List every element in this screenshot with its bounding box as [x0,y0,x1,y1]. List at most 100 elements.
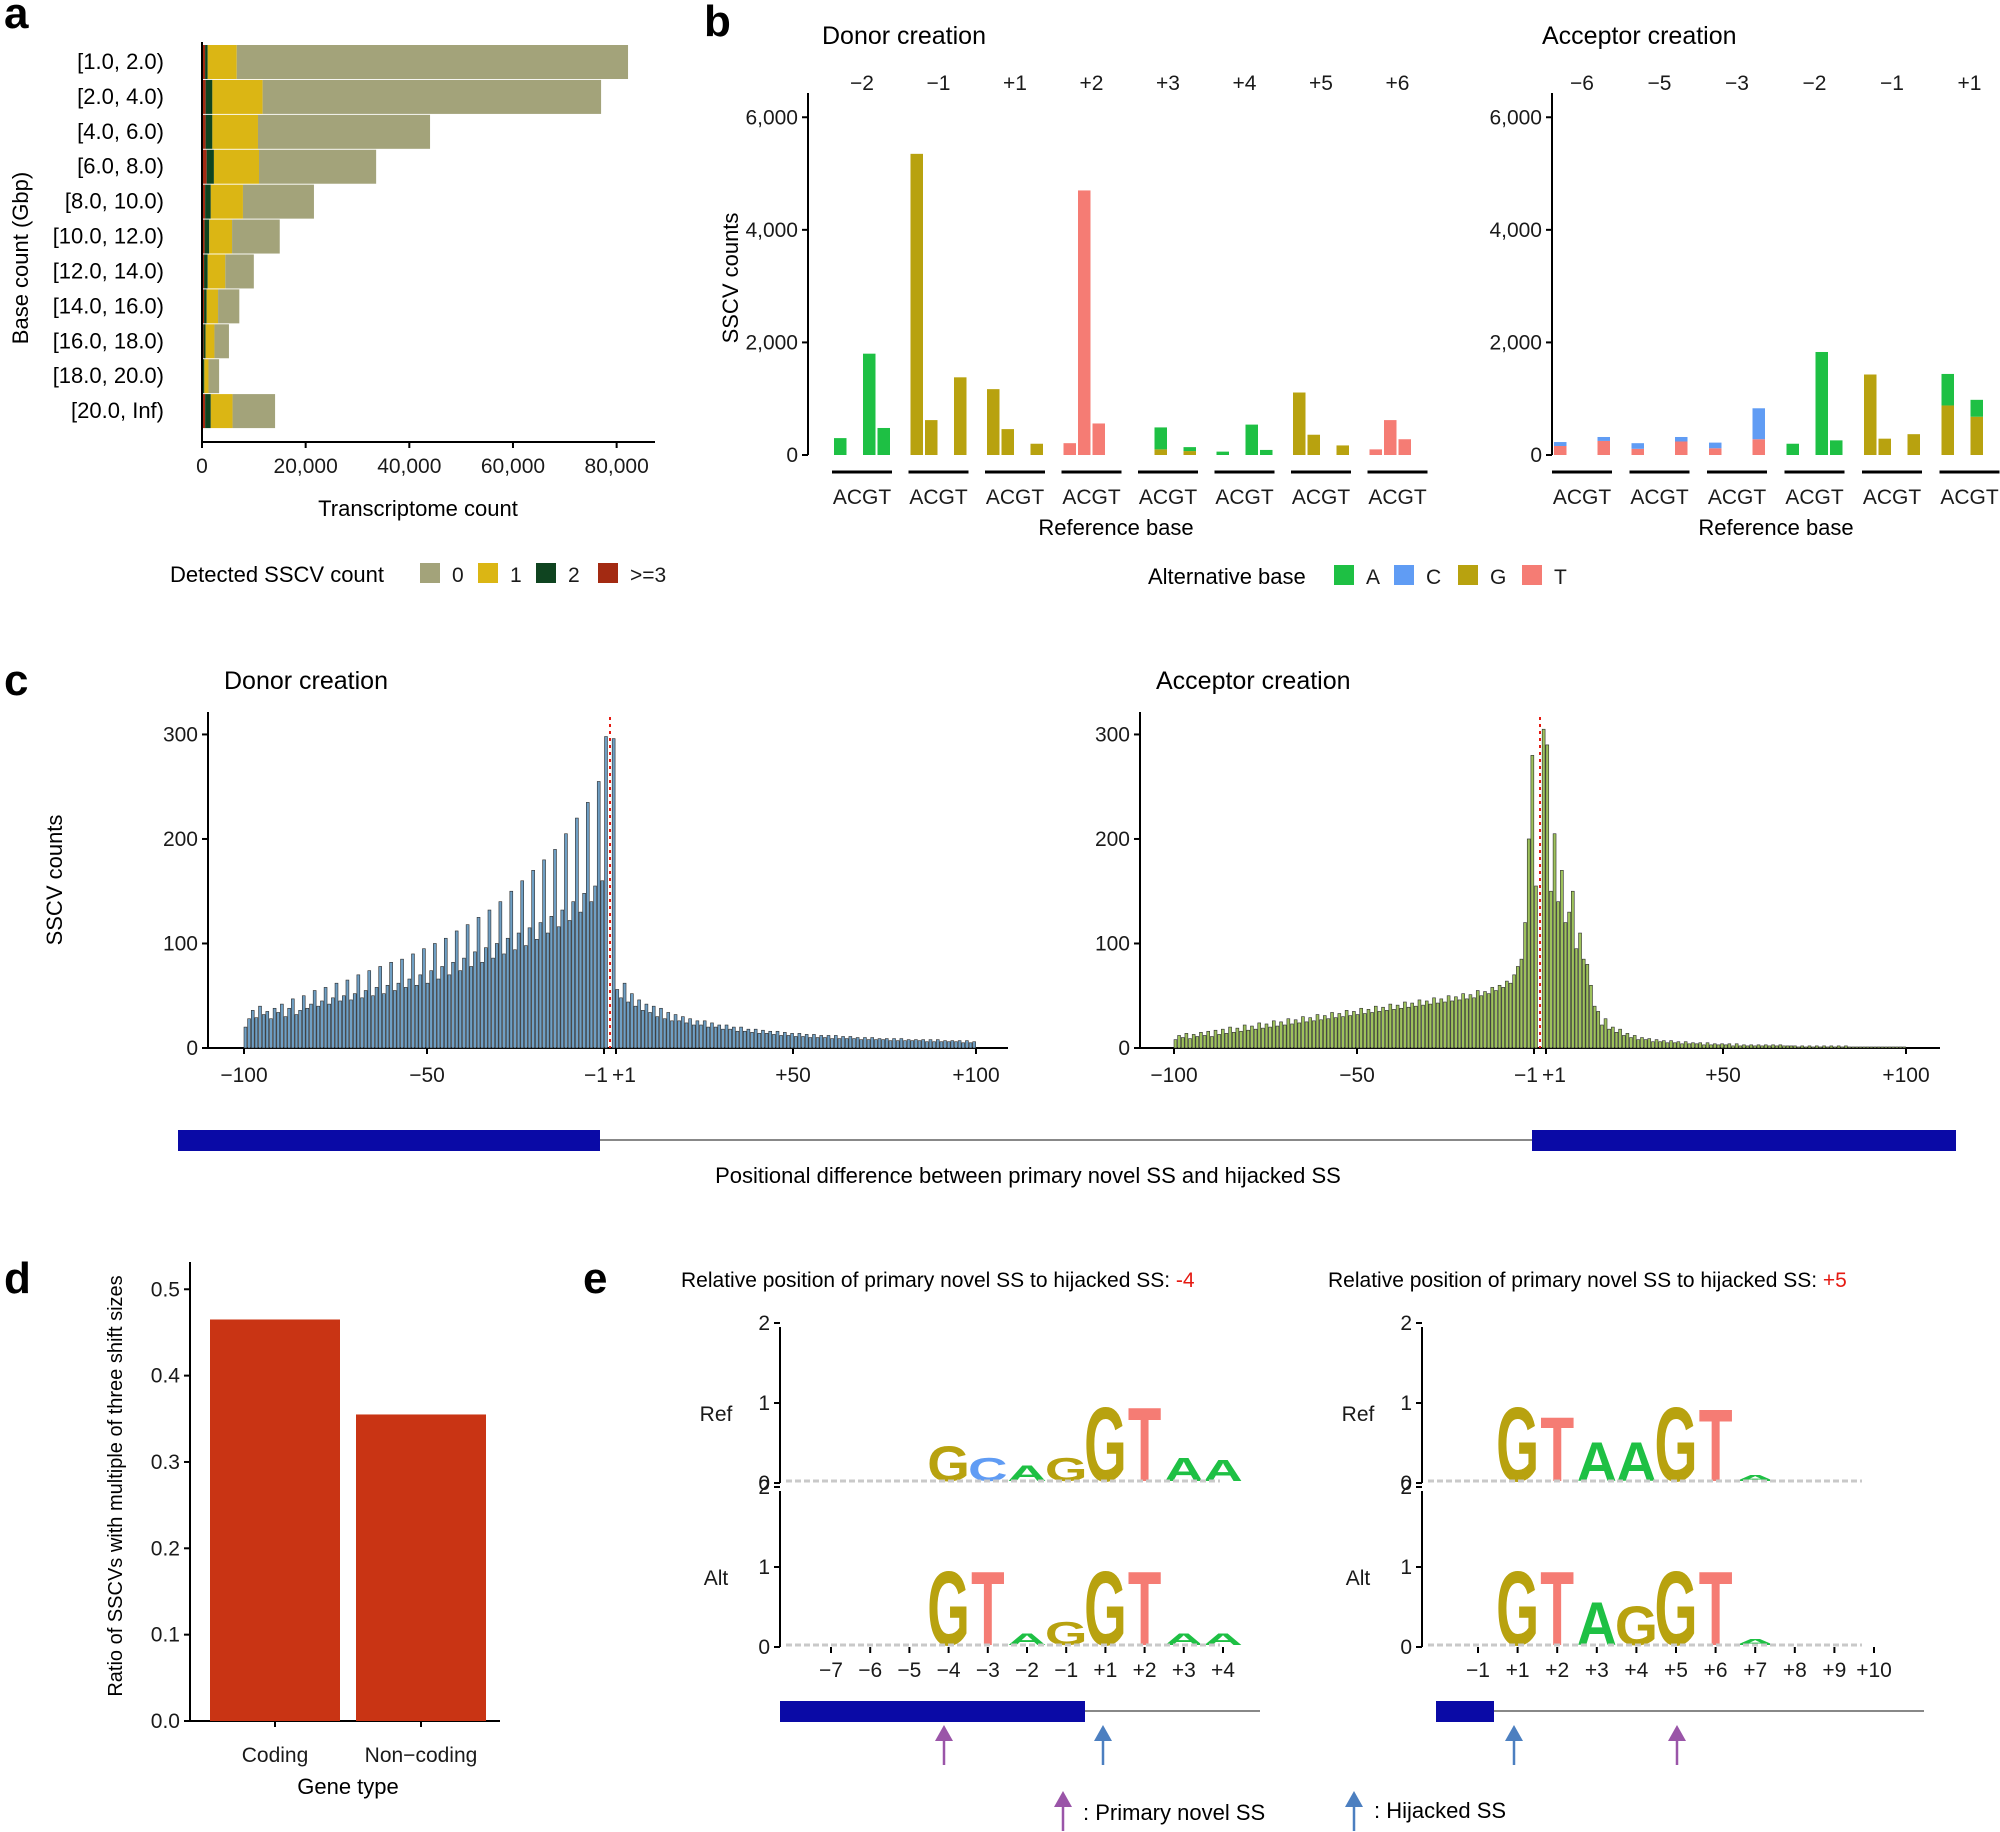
c-donor-y-tick-label: 300 [163,723,198,746]
c-donor-x-tick-label: +1 [612,1064,636,1087]
a-bar-segment [242,184,314,219]
c-donor-bar [936,1039,940,1049]
c-donor-bar [604,736,608,1049]
c-acceptor-bar [1767,1045,1772,1049]
c-donor-bar [484,947,488,1049]
c-donor-bar [520,880,524,1049]
c-donor-bar [531,870,535,1049]
c-donor-bar [465,924,470,1049]
c-acceptor-bar [1709,1044,1713,1049]
e-right-x-tick-label: +4 [1624,1659,1648,1682]
c-acceptor-bar [1844,1045,1848,1049]
c-donor-bar [866,1039,871,1049]
c-acceptor-bar [1866,1046,1870,1049]
c-donor-bar [509,890,514,1049]
e-left-logo-letter: T [1128,1386,1161,1504]
c-acceptor-bar [1603,1018,1608,1049]
b-donor-y-tick-label: 4,000 [745,219,798,242]
b-donor-ref-base-label: ACGT [909,486,968,509]
c-acceptor-bar [1286,1018,1291,1049]
b-acceptor-bar-T [1631,448,1644,455]
b-donor-position-label: +4 [1233,72,1257,95]
c-donor-bar [403,987,408,1049]
a-bar-segment [205,184,211,219]
e-right-x-tick-label: +7 [1743,1659,1767,1682]
b-acceptor-bar-T [1597,440,1610,455]
c-donor-bar [498,901,503,1049]
c-acceptor-bar [1341,1016,1345,1049]
a-x-tick-label: 0 [196,455,208,478]
e-right-logo-letter: A [1735,1474,1775,1483]
a-category-label: [14.0, 16.0) [53,293,164,318]
c-acceptor-bar [1308,1017,1312,1049]
e-left-logo-letter: G [1045,1615,1088,1652]
c-donor-bar [411,953,415,1049]
e-left-y-tick-label: 0 [758,1636,770,1659]
c-acceptor-bar [1662,1040,1666,1049]
c-acceptor-y-tick-label: 300 [1095,723,1130,746]
b-donor-bar-T [1398,439,1411,455]
c-donor-bar [713,1026,718,1049]
a-bar-segment [204,289,207,324]
e-left-highlight: -4 [1176,1269,1195,1292]
e-left-x-tick-label: −3 [976,1659,1000,1682]
c-acceptor-bar [1818,1046,1823,1049]
c-acceptor-bar [1796,1046,1801,1049]
a-bar-segment [203,359,205,394]
c-acceptor-bar [1640,1037,1644,1049]
a-bar-segment [212,114,258,149]
c-acceptor-bar [1720,1043,1724,1049]
e-right-title-text: Relative position of primary novel SS to… [1328,1269,1823,1292]
c-donor-bar [254,1017,259,1049]
c-donor-bar [655,1016,660,1049]
c-donor-bar [589,901,594,1049]
c-acceptor-bar [1261,1027,1265,1049]
c-donor-bar [641,1010,645,1049]
c-acceptor-bar [1384,1010,1389,1049]
b-donor-bar-G [925,420,938,455]
c-acceptor-bar [1549,890,1553,1049]
b-acceptor-bar-G [1864,374,1877,455]
c-donor-bar [950,1040,955,1049]
c-acceptor-bar [1651,1041,1655,1049]
c-donor-bar [630,993,634,1049]
c-donor-bar [516,932,521,1049]
b-acceptor-y-tick-label: 2,000 [1489,331,1542,354]
c-donor-bar [881,1039,885,1049]
c-acceptor-bar [1199,1032,1203,1049]
c-donor-bar [422,948,426,1049]
a-bar-segment [202,149,207,184]
c-acceptor-bar [1348,1015,1353,1049]
c-acceptor-bar [1497,984,1502,1049]
e-right-x-tick-label: +3 [1585,1659,1609,1682]
c-donor-bar [844,1038,849,1049]
c-donor-bar [280,1003,284,1049]
d-bar [210,1319,340,1721]
c-donor-bar [545,932,550,1049]
c-acceptor-bar [1654,1039,1659,1049]
c-acceptor-bar [1272,1020,1276,1049]
c-acceptor-x-tick-label: +50 [1705,1064,1741,1087]
c-acceptor-bar [1319,1019,1323,1049]
e-right-y-tick-label: 1 [1400,1556,1412,1579]
c-donor-bar [250,1010,255,1049]
a-y-axis-title: Base count (Gbp) [8,172,33,344]
c-acceptor-bar [1235,1027,1240,1049]
c-donor-bar [596,781,601,1049]
c-acceptor-bar [1760,1045,1764,1049]
e-right-row-label: Ref [1342,1403,1375,1426]
c-acceptor-bar [1224,1033,1229,1049]
c-donor-bar [848,1036,853,1049]
a-legend-swatch [478,563,498,583]
c-acceptor-bar [1395,1004,1400,1049]
c-donor-bar [932,1041,936,1049]
c-donor-bar [538,922,543,1049]
c-donor-bar [513,949,517,1049]
e-left-title-text: Relative position of primary novel SS to… [681,1269,1176,1292]
c-donor-bar [677,1020,681,1049]
c-donor-x-tick-label: −1 [584,1064,608,1087]
c-donor-bar [706,1026,711,1049]
c-donor-bar [855,1037,860,1049]
e-right-logo-letter: A [1577,1431,1617,1493]
c-acceptor-bar [1774,1045,1779,1049]
